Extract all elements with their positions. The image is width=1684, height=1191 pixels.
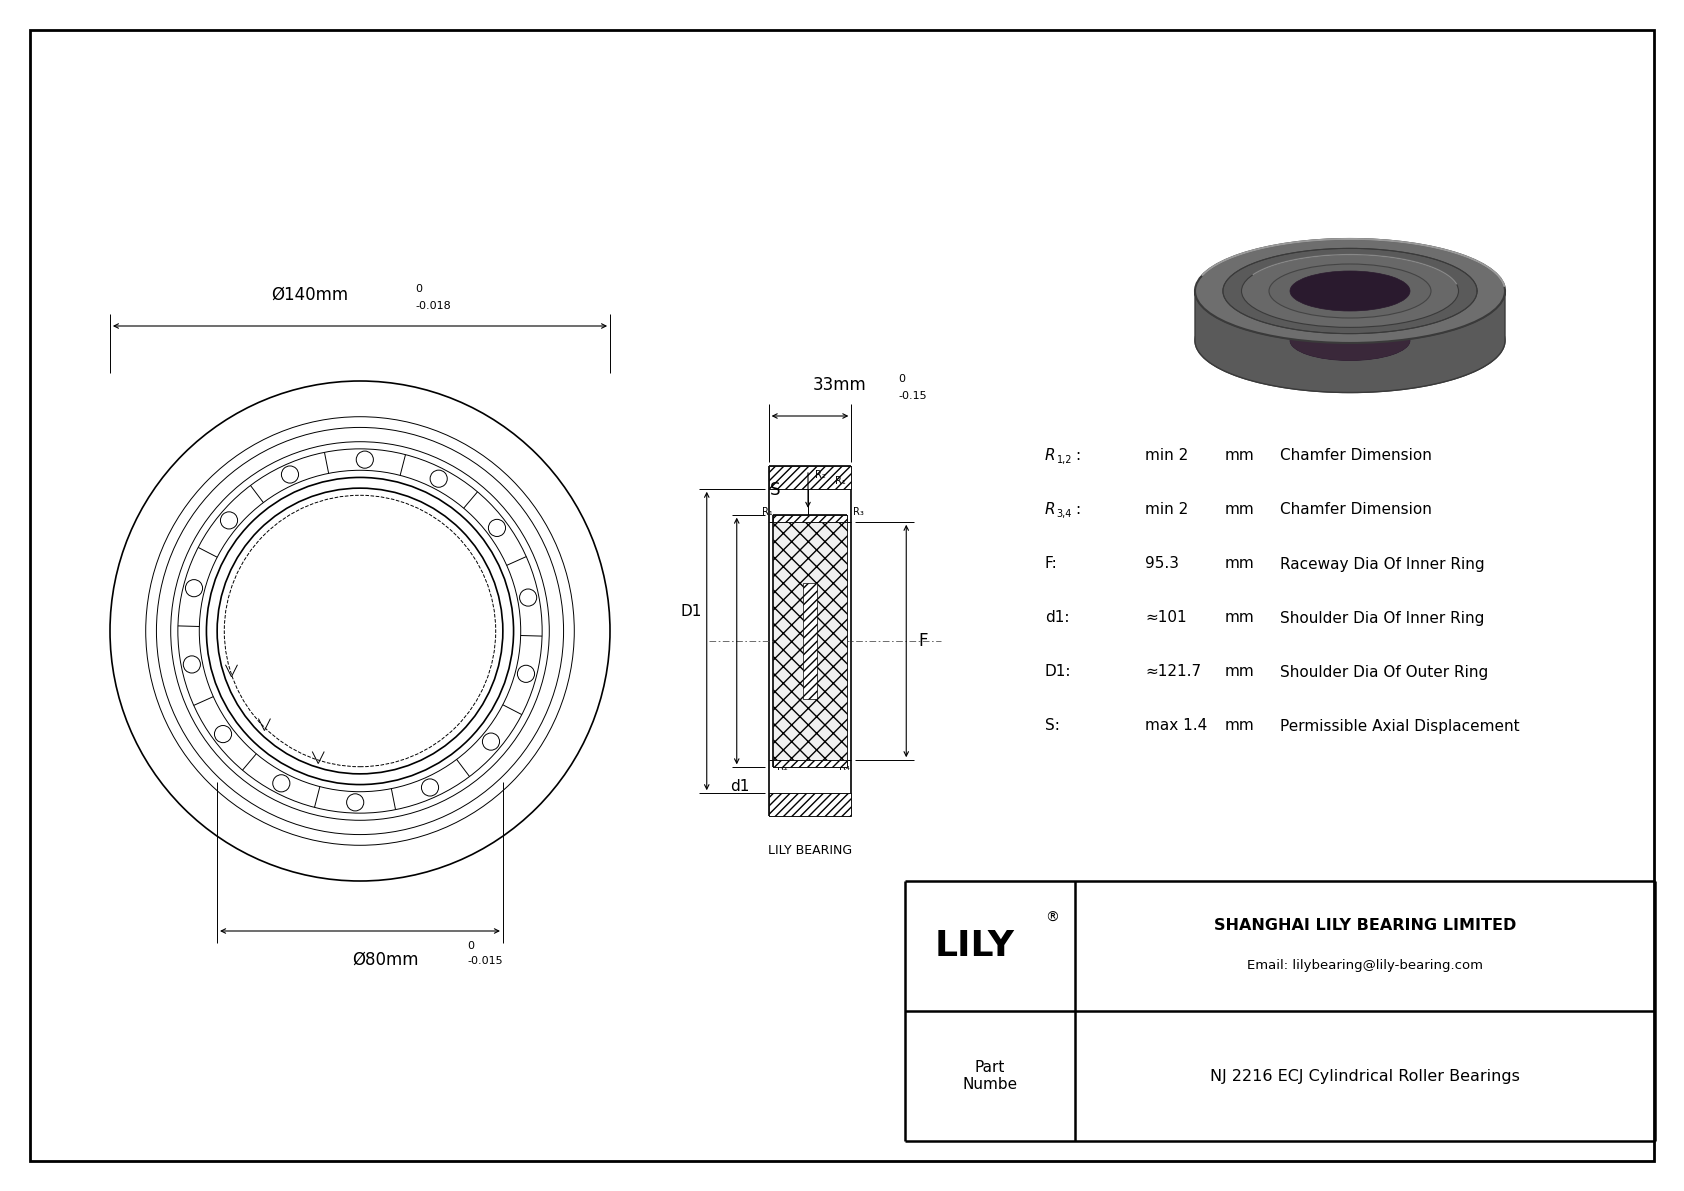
Text: -0.018: -0.018	[414, 301, 451, 311]
Text: S: S	[770, 481, 780, 499]
Text: Permissible Axial Displacement: Permissible Axial Displacement	[1280, 718, 1519, 734]
Text: Shoulder Dia Of Inner Ring: Shoulder Dia Of Inner Ring	[1280, 611, 1484, 625]
Ellipse shape	[1196, 239, 1505, 343]
Text: -0.015: -0.015	[466, 956, 502, 966]
Text: d1:: d1:	[1046, 611, 1069, 625]
Text: 3,4: 3,4	[1056, 509, 1073, 519]
Text: d1: d1	[731, 779, 749, 794]
Text: R₂: R₂	[776, 762, 788, 772]
Text: 1,2: 1,2	[1056, 455, 1073, 464]
Text: LILY: LILY	[935, 929, 1015, 964]
Text: mm: mm	[1224, 449, 1255, 463]
Ellipse shape	[1223, 249, 1477, 333]
Text: max 1.4: max 1.4	[1145, 718, 1207, 734]
Text: NJ 2216 ECJ Cylindrical Roller Bearings: NJ 2216 ECJ Cylindrical Roller Bearings	[1211, 1068, 1521, 1084]
Text: D1:: D1:	[1046, 665, 1071, 680]
Text: R: R	[1046, 503, 1056, 518]
Ellipse shape	[1241, 255, 1458, 328]
Text: Raceway Dia Of Inner Ring: Raceway Dia Of Inner Ring	[1280, 556, 1485, 572]
Text: mm: mm	[1224, 611, 1255, 625]
Text: F:: F:	[1046, 556, 1058, 572]
Bar	[773, 515, 847, 522]
Text: mm: mm	[1224, 503, 1255, 518]
Ellipse shape	[1290, 320, 1410, 361]
Text: ≈121.7: ≈121.7	[1145, 665, 1201, 680]
Bar	[773, 522, 847, 760]
Text: mm: mm	[1224, 556, 1255, 572]
Text: Part
Numbe: Part Numbe	[963, 1060, 1017, 1092]
Text: mm: mm	[1224, 665, 1255, 680]
Text: min 2: min 2	[1145, 503, 1189, 518]
Text: S:: S:	[1046, 718, 1059, 734]
Text: mm: mm	[1224, 718, 1255, 734]
Text: 0: 0	[898, 374, 904, 384]
Text: D1: D1	[680, 604, 702, 618]
Polygon shape	[1196, 291, 1505, 393]
Bar	[770, 793, 850, 816]
Bar	[770, 466, 850, 488]
Text: Ø140mm: Ø140mm	[271, 286, 349, 304]
Polygon shape	[1290, 291, 1410, 361]
Ellipse shape	[1196, 288, 1505, 393]
Bar	[773, 522, 847, 760]
Ellipse shape	[1270, 264, 1431, 318]
Ellipse shape	[1290, 272, 1410, 311]
Text: Shoulder Dia Of Outer Ring: Shoulder Dia Of Outer Ring	[1280, 665, 1489, 680]
Bar	[773, 515, 847, 767]
Text: ®: ®	[1046, 911, 1059, 925]
Text: 33mm: 33mm	[813, 376, 867, 394]
Text: -0.15: -0.15	[898, 391, 926, 401]
Bar	[773, 522, 847, 760]
Text: 0: 0	[414, 283, 423, 294]
Text: 95.3: 95.3	[1145, 556, 1179, 572]
Text: :: :	[1074, 503, 1079, 518]
Bar	[773, 760, 847, 767]
Text: Chamfer Dimension: Chamfer Dimension	[1280, 503, 1431, 518]
Text: R₁: R₁	[835, 476, 845, 486]
Text: Chamfer Dimension: Chamfer Dimension	[1280, 449, 1431, 463]
Text: Ø80mm: Ø80mm	[352, 950, 418, 969]
Text: R₂: R₂	[815, 470, 825, 480]
Text: R: R	[1046, 449, 1056, 463]
Text: F: F	[918, 632, 928, 650]
Text: LILY BEARING: LILY BEARING	[768, 844, 852, 858]
Text: R₃: R₃	[854, 507, 864, 517]
Text: :: :	[1074, 449, 1079, 463]
Text: 0: 0	[466, 941, 473, 950]
Text: SHANGHAI LILY BEARING LIMITED: SHANGHAI LILY BEARING LIMITED	[1214, 918, 1516, 934]
Text: Email: lilybearing@lily-bearing.com: Email: lilybearing@lily-bearing.com	[1246, 960, 1484, 973]
Text: R₁: R₁	[761, 507, 773, 517]
Text: min 2: min 2	[1145, 449, 1189, 463]
Bar	[803, 584, 817, 699]
Text: ≈101: ≈101	[1145, 611, 1187, 625]
Text: R₄: R₄	[839, 762, 850, 772]
